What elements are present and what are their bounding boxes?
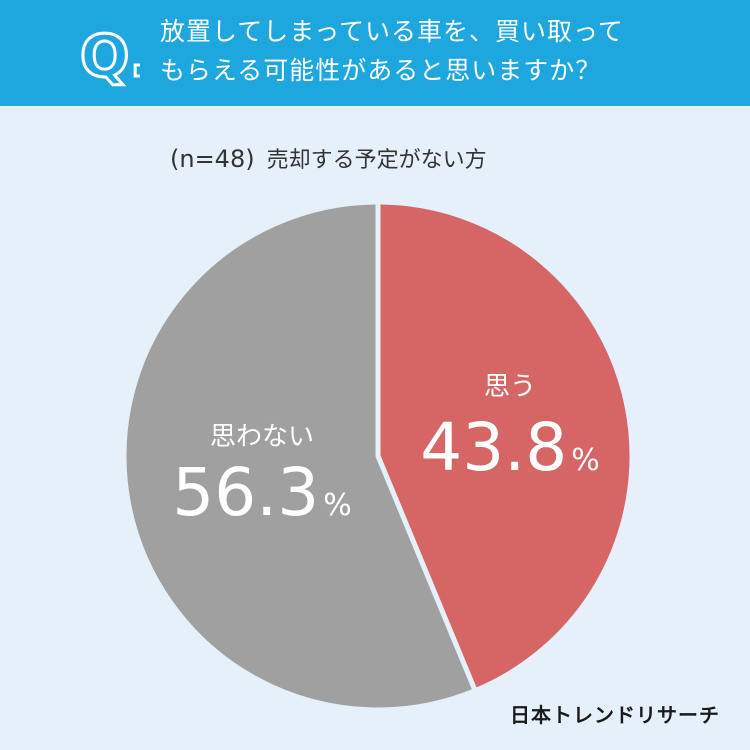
question-line-2: もらえる可能性があると思いますか？ xyxy=(160,56,602,85)
sample-info: (n=48) 売却する予定がない方 xyxy=(170,142,487,174)
question-banner: Q. 放置してしまっている車を、買い取って もらえる可能性があると思いますか？ xyxy=(0,0,750,106)
slice-label-1: 思わない xyxy=(210,422,314,452)
q-letter-icon: Q. xyxy=(79,21,141,92)
slice-value-number-0: 43.8 xyxy=(420,409,567,486)
pie-slice-1 xyxy=(121,199,478,713)
slice-value-unit-0: % xyxy=(571,443,600,478)
slice-label-0: 思う xyxy=(484,372,536,402)
slice-value-number-1: 56.3 xyxy=(172,454,319,531)
slice-value-0: 43.8% xyxy=(420,409,599,486)
sample-group: 売却する予定がない方 xyxy=(266,148,487,173)
slice-value-unit-1: % xyxy=(323,488,352,523)
q-letter: Q. xyxy=(80,22,140,90)
slice-value-1: 56.3% xyxy=(172,454,351,531)
sample-size: (n=48) xyxy=(170,145,255,173)
question-text: 放置してしまっている車を、買い取って もらえる可能性があると思いますか？ xyxy=(160,12,624,90)
pie-slice-0 xyxy=(375,199,635,694)
question-line-1: 放置してしまっている車を、買い取って xyxy=(160,17,624,46)
brand-logo: 日本トレンドリサーチ xyxy=(510,703,720,727)
